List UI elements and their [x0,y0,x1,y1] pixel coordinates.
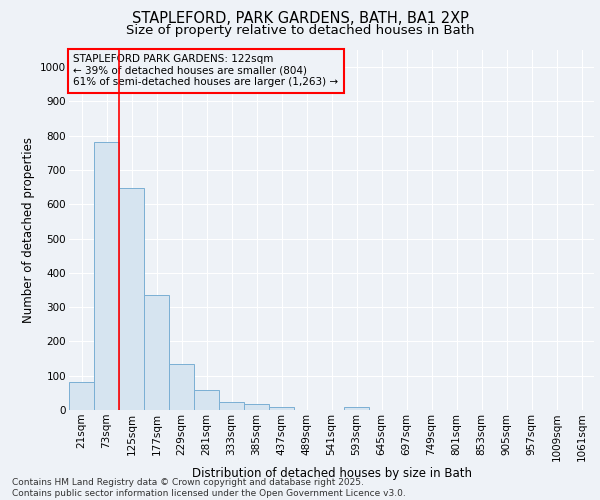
Bar [169,364,194,410]
Bar [119,188,144,410]
Text: STAPLEFORD, PARK GARDENS, BATH, BA1 2XP: STAPLEFORD, PARK GARDENS, BATH, BA1 2XP [131,11,469,26]
Bar [144,295,169,410]
Text: STAPLEFORD PARK GARDENS: 122sqm
← 39% of detached houses are smaller (804)
61% o: STAPLEFORD PARK GARDENS: 122sqm ← 39% of… [73,54,338,88]
Bar [244,404,269,410]
Text: Size of property relative to detached houses in Bath: Size of property relative to detached ho… [126,24,474,37]
Bar [269,406,294,410]
X-axis label: Distribution of detached houses by size in Bath: Distribution of detached houses by size … [191,467,472,480]
Y-axis label: Number of detached properties: Number of detached properties [22,137,35,323]
Bar [194,390,219,410]
Text: Contains HM Land Registry data © Crown copyright and database right 2025.
Contai: Contains HM Land Registry data © Crown c… [12,478,406,498]
Bar [219,402,244,410]
Bar [94,142,119,410]
Bar [344,406,369,410]
Bar [69,382,94,410]
